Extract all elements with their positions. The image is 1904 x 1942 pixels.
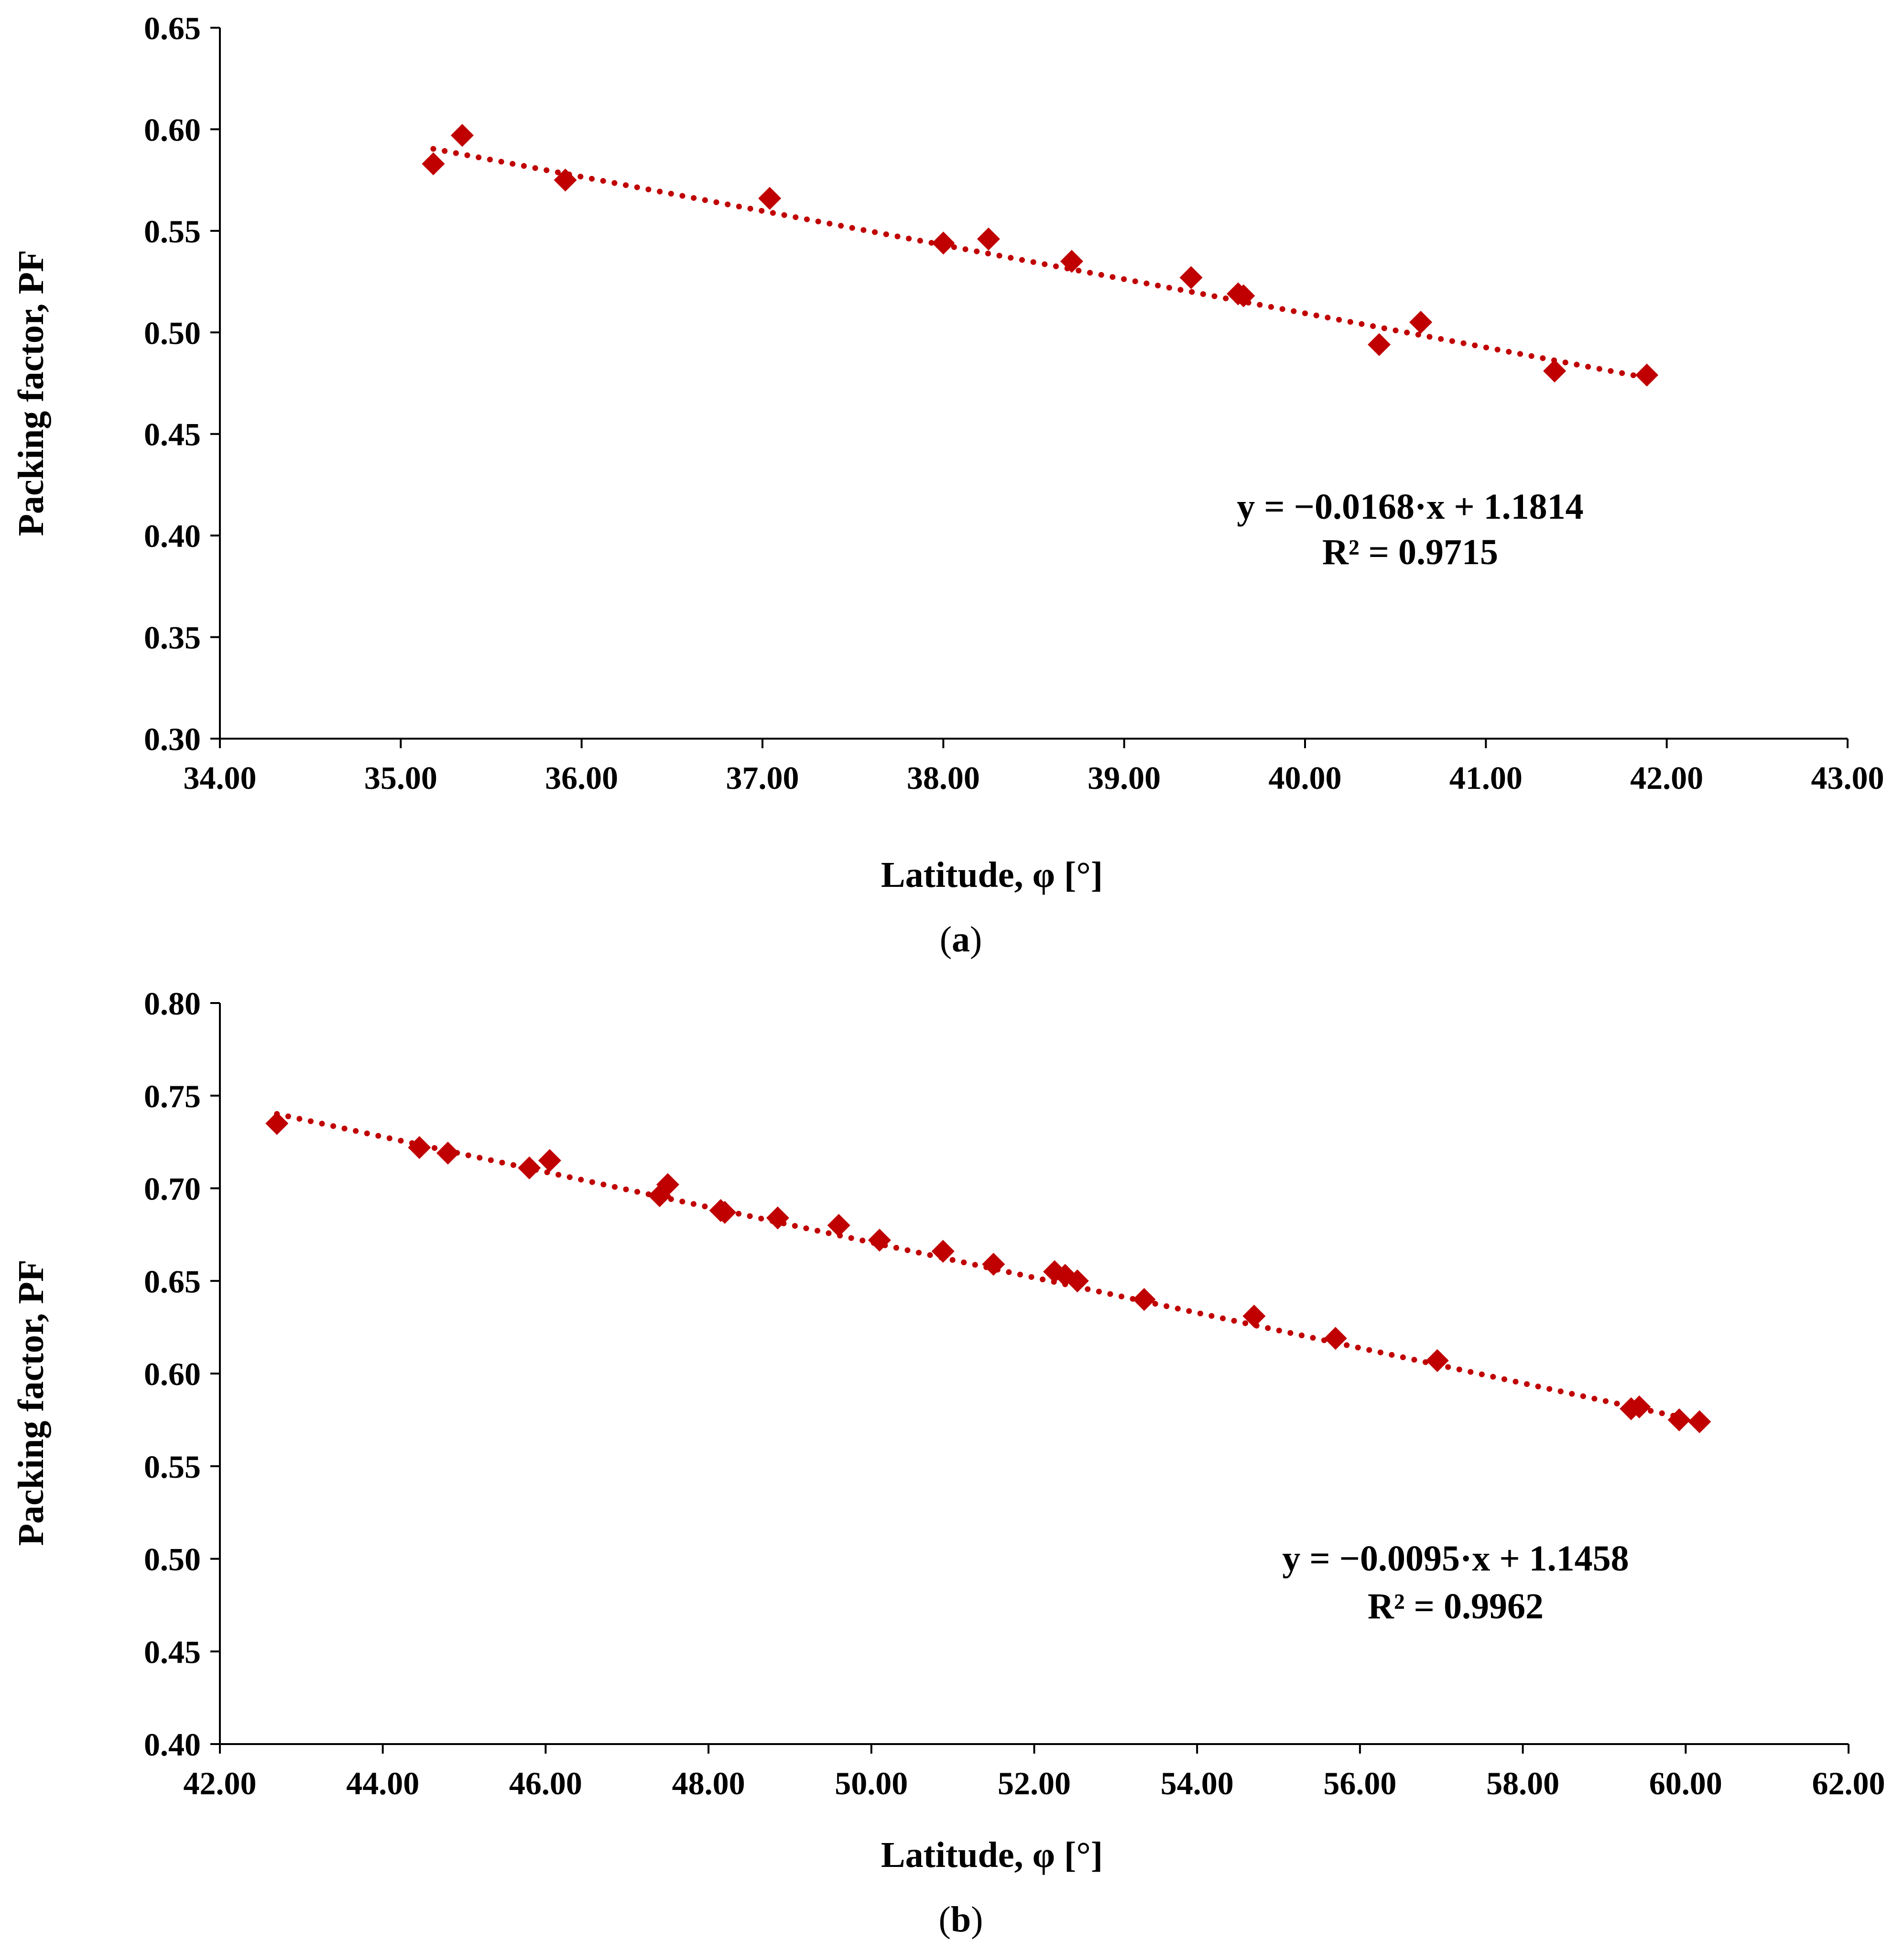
x-tick-label: 52.00 xyxy=(998,1765,1071,1801)
y-tick-label: 0.30 xyxy=(144,721,201,757)
x-tick-label: 60.00 xyxy=(1649,1765,1722,1801)
x-tick-label: 46.00 xyxy=(509,1765,582,1801)
data-point xyxy=(932,231,955,255)
data-point xyxy=(1368,333,1391,356)
data-point xyxy=(1066,1269,1089,1293)
y-tick-label: 0.45 xyxy=(144,1634,201,1670)
data-point xyxy=(977,227,1000,251)
data-point xyxy=(436,1141,459,1165)
y-tick-label: 0.35 xyxy=(144,620,201,656)
trendline-a xyxy=(430,146,1650,381)
y-axis-title-a: Packing factor, PF xyxy=(11,250,51,536)
y-tick-label: 0.70 xyxy=(144,1171,201,1207)
y-tick-label: 0.55 xyxy=(144,1449,201,1485)
data-point xyxy=(265,1112,289,1135)
x-tick-label: 40.00 xyxy=(1269,760,1342,796)
y-tick-label: 0.40 xyxy=(144,1726,201,1763)
data-point xyxy=(1409,311,1433,334)
data-point xyxy=(1179,266,1203,289)
data-point xyxy=(538,1149,561,1172)
x-tick-label: 37.00 xyxy=(726,760,799,796)
x-tick-label: 34.00 xyxy=(184,760,257,796)
data-point xyxy=(408,1136,431,1159)
x-tick-label: 44.00 xyxy=(346,1765,419,1801)
data-point xyxy=(868,1229,891,1252)
x-axis-title-b: Latitude, φ [°] xyxy=(881,1835,1103,1875)
y-tick-label: 0.60 xyxy=(144,111,201,148)
data-point xyxy=(518,1156,541,1179)
data-points-a xyxy=(422,124,1659,387)
data-point xyxy=(1232,284,1255,307)
x-tick-label: 54.00 xyxy=(1161,1765,1234,1801)
trend-equation-a: y = −0.0168·x + 1.1814 xyxy=(1237,487,1583,527)
y-tick-label: 0.60 xyxy=(144,1356,201,1392)
data-point xyxy=(758,186,782,210)
x-tick-label: 38.00 xyxy=(907,760,980,796)
y-tick-label: 0.75 xyxy=(144,1078,201,1114)
x-axis-ticks-b: 42.00 44.00 46.00 48.00 50.00 52.00 54.00 56.00… xyxy=(184,1744,1885,1801)
data-point xyxy=(931,1240,955,1263)
x-tick-label: 39.00 xyxy=(1088,760,1161,796)
data-point xyxy=(713,1200,737,1224)
data-point xyxy=(1635,363,1659,387)
data-point xyxy=(1543,360,1567,383)
panel-caption-b: (b) xyxy=(939,1899,983,1940)
y-tick-label: 0.50 xyxy=(144,315,201,351)
data-point xyxy=(1667,1408,1691,1431)
x-axis-ticks-a: 34.00 35.00 36.00 37.00 38.00 39.00 40.00 41.00… xyxy=(184,739,1884,796)
x-tick-label: 42.00 xyxy=(184,1765,257,1801)
y-tick-label: 0.45 xyxy=(144,416,201,453)
x-tick-label: 62.00 xyxy=(1812,1765,1885,1801)
y-axis-title-b: Packing factor, PF xyxy=(11,1260,51,1546)
y-tick-label: 0.65 xyxy=(144,10,201,46)
x-tick-label: 50.00 xyxy=(835,1765,908,1801)
chart-panel-b: 0.40 0.45 0.50 0.55 0.60 0.65 0.70 0.75 0.80 42.… xyxy=(11,985,1885,1940)
data-point xyxy=(450,124,474,147)
r-squared-a: R² = 0.9715 xyxy=(1322,532,1498,572)
y-tick-label: 0.65 xyxy=(144,1263,201,1299)
data-point xyxy=(1060,250,1083,273)
data-point xyxy=(827,1214,850,1237)
data-point xyxy=(1628,1395,1651,1418)
chart-panel-a: 0.30 0.35 0.40 0.45 0.50 0.55 0.60 0.65 34.00 35… xyxy=(11,10,1884,960)
x-tick-label: 41.00 xyxy=(1449,760,1523,796)
panel-caption-a: (a) xyxy=(940,919,982,960)
data-point xyxy=(1132,1288,1156,1311)
x-tick-label: 56.00 xyxy=(1323,1765,1396,1801)
y-tick-label: 0.55 xyxy=(144,213,201,250)
data-point xyxy=(982,1253,1005,1276)
x-tick-label: 58.00 xyxy=(1486,1765,1559,1801)
y-axis-ticks-b: 0.40 0.45 0.50 0.55 0.60 0.65 0.70 0.75 0.80 xyxy=(144,985,220,1763)
trend-equation-b: y = −0.0095·x + 1.1458 xyxy=(1282,1538,1629,1579)
data-point xyxy=(1688,1410,1711,1433)
y-tick-label: 0.40 xyxy=(144,518,201,554)
y-tick-label: 0.50 xyxy=(144,1541,201,1578)
data-point xyxy=(1324,1327,1347,1350)
data-points-b xyxy=(265,1112,1711,1433)
data-point xyxy=(554,168,577,192)
r-squared-b: R² = 0.9962 xyxy=(1368,1586,1544,1626)
x-tick-label: 35.00 xyxy=(364,760,437,796)
data-point xyxy=(1242,1304,1266,1328)
data-point xyxy=(656,1173,679,1196)
y-tick-label: 0.80 xyxy=(144,985,201,1022)
data-point xyxy=(766,1206,789,1230)
x-tick-label: 48.00 xyxy=(672,1765,745,1801)
x-tick-label: 43.00 xyxy=(1811,760,1884,796)
data-point xyxy=(422,152,445,175)
data-point xyxy=(1425,1349,1449,1372)
y-axis-ticks-a: 0.30 0.35 0.40 0.45 0.50 0.55 0.60 0.65 xyxy=(144,10,220,757)
x-axis-title-a: Latitude, φ [°] xyxy=(881,855,1103,895)
x-tick-label: 42.00 xyxy=(1630,760,1703,796)
x-tick-label: 36.00 xyxy=(545,760,618,796)
